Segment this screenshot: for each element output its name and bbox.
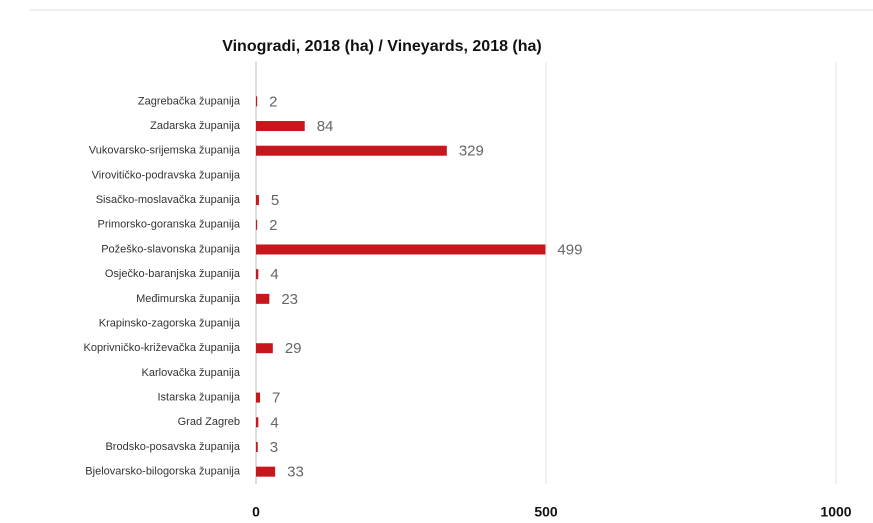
x-tick-label: 0 [252,504,260,520]
value-label: 3 [270,439,278,456]
value-label: 2 [269,93,277,110]
value-label: 7 [272,390,280,407]
value-label: 2 [269,217,277,234]
y-tick-label: Požeško-slavonska županija [101,243,241,255]
y-tick-label: Karlovačka županija [142,367,241,379]
bar [256,343,273,354]
y-tick-label: Grad Zagreb [178,416,240,428]
y-tick-label: Osječko-baranjska županija [105,268,241,280]
y-tick-label: Krapinsko-zagorska županija [99,317,241,329]
y-tick-label: Međimurska županija [136,293,241,305]
value-label: 33 [287,464,304,481]
bar [256,96,258,107]
bar [256,293,270,304]
value-label: 29 [285,340,302,357]
value-label: 4 [270,414,278,431]
value-label: 23 [281,291,298,308]
x-tick-label: 1000 [820,504,851,520]
bar [256,219,258,230]
y-tick-label: Brodsko-posavska županija [105,441,240,453]
bar [256,121,305,132]
y-tick-label: Sisačko-moslavačka županija [96,194,241,206]
bar [256,269,259,280]
value-label: 4 [270,266,278,283]
y-tick-label: Istarska županija [157,392,240,404]
bar [256,417,259,428]
bar [256,195,259,206]
value-label: 5 [271,192,279,209]
x-tick-label: 500 [534,504,558,520]
y-tick-label: Bjelovarsko-bilogorska županija [85,466,241,478]
y-tick-label: Zagrebačka županija [138,95,241,107]
bar [256,441,258,452]
bar [256,145,447,156]
bar [256,466,276,477]
y-tick-label: Zadarska županija [150,120,241,132]
value-label: 84 [317,118,334,135]
value-label: 329 [459,143,484,160]
value-label: 499 [557,241,582,258]
bar [256,392,261,403]
chart-title: Vinogradi, 2018 (ha) / Vineyards, 2018 (… [222,38,542,55]
y-tick-label: Koprivničko-križevačka županija [83,342,240,354]
y-tick-label: Vukovarsko-srijemska županija [89,145,241,157]
bar [256,244,546,255]
y-tick-label: Primorsko-goranska županija [98,219,241,231]
y-tick-label: Virovitičko-podravska županija [92,169,241,181]
